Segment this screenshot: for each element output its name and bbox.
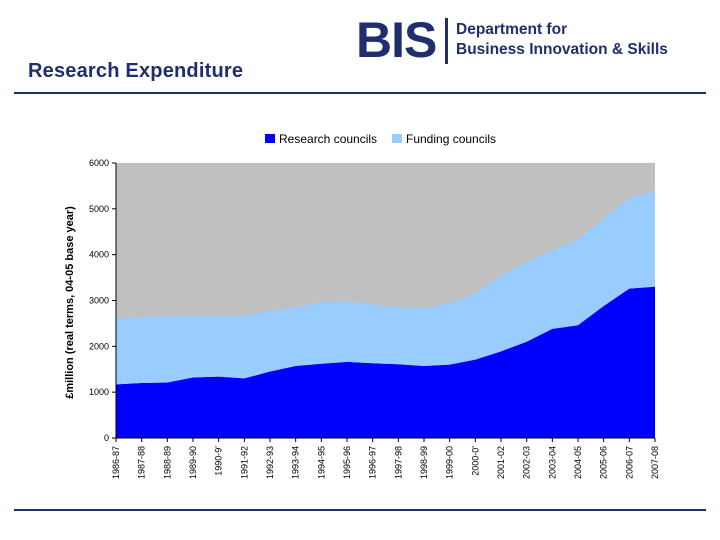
y-tick-label: 4000 — [89, 250, 109, 260]
x-tick-label: 2001-02 — [496, 446, 506, 479]
y-axis-label: £million (real terms, 04-05 base year) — [64, 206, 76, 399]
legend-swatch-research-councils — [265, 134, 275, 143]
x-tick-label: 2000-0' — [470, 446, 480, 476]
x-tick-label: 1990-9' — [214, 446, 224, 476]
logo-divider — [445, 18, 448, 64]
legend-label-research-councils: Research councils — [279, 132, 377, 146]
logo-line-business: Business Innovation & Skills — [456, 41, 668, 58]
x-tick-label: 1987-88 — [137, 446, 147, 479]
x-tick-label: 2003-04 — [547, 446, 557, 479]
y-tick-label: 2000 — [89, 341, 109, 351]
legend-label-funding-councils: Funding councils — [406, 132, 496, 146]
y-tick-label: 0 — [104, 433, 109, 443]
area-series-funding-councils — [116, 190, 655, 385]
x-tick-label: 1999-00 — [445, 446, 455, 479]
legend-swatch-funding-councils — [392, 134, 402, 143]
y-tick-label: 6000 — [89, 158, 109, 168]
x-tick-label: 1986-87 — [111, 446, 121, 479]
header-rule — [14, 92, 706, 94]
x-tick-label: 1994-95 — [316, 446, 326, 479]
x-tick-label: 2004-05 — [573, 446, 583, 479]
footer-rule — [14, 509, 706, 511]
x-tick-label: 1991-92 — [239, 446, 249, 479]
x-tick-label: 2007-08 — [650, 446, 660, 479]
area-series-research-councils — [116, 286, 655, 438]
x-tick-label: 1988-89 — [162, 446, 172, 479]
y-tick-label: 1000 — [89, 387, 109, 397]
x-tick-label: 1992-93 — [265, 446, 275, 479]
x-tick-label: 1989-90 — [188, 446, 198, 479]
x-tick-label: 2005-06 — [599, 446, 609, 479]
logo-line-department: Department for — [456, 21, 568, 38]
page-title: Research Expenditure — [28, 60, 244, 82]
x-tick-label: 2002-03 — [522, 446, 532, 479]
chart-axes: 0 1000 2000 3000 4000 5000 6000 1986-87 1987-88 1… — [89, 158, 660, 479]
logo-mark: BIS — [356, 12, 437, 68]
bis-logo: BIS Department for Business Innovation &… — [356, 12, 696, 68]
chart-areas — [116, 190, 655, 438]
x-tick-label: 1998-99 — [419, 446, 429, 479]
x-tick-label: 1993-94 — [291, 446, 301, 479]
y-tick-label: 5000 — [89, 204, 109, 214]
x-tick-label: 1997-98 — [393, 446, 403, 479]
x-tick-label: 1996-97 — [368, 446, 378, 479]
y-tick-label: 3000 — [89, 296, 109, 306]
x-tick-label: 2006-07 — [624, 446, 634, 479]
x-tick-label: 1995-96 — [342, 446, 352, 479]
chart-legend: Research councils Funding councils — [265, 132, 496, 146]
